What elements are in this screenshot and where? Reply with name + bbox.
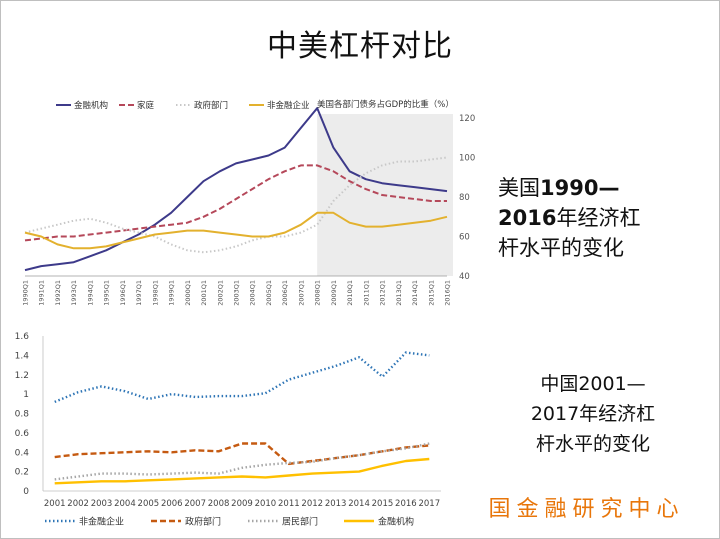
cn-x-tick-label: 2010 bbox=[255, 499, 277, 509]
us-legend-label: 家庭 bbox=[137, 100, 155, 111]
cn-x-tick-label: 2003 bbox=[91, 499, 113, 509]
us-legend-label: 非金融企业 bbox=[267, 100, 310, 111]
cn-series-2-line bbox=[54, 442, 430, 481]
cn-x-tick-label: 2016 bbox=[395, 499, 417, 509]
us-x-tick-label: 2016Q1 bbox=[444, 280, 452, 306]
us-x-tick-label: 2006Q1 bbox=[281, 280, 289, 306]
cn-x-tick-label: 2014 bbox=[348, 499, 370, 509]
cn-legend-label: 金融机构 bbox=[378, 516, 414, 528]
cn-caption-line3: 杆水平的变化 bbox=[535, 433, 650, 455]
us-y-tick-label: 100 bbox=[459, 154, 475, 164]
cn-y-tick-label: 1 bbox=[23, 390, 29, 400]
cn-legend-label: 居民部门 bbox=[282, 516, 318, 528]
cn-x-tick-label: 2005 bbox=[138, 499, 160, 509]
cn-x-tick-label: 2013 bbox=[325, 499, 347, 509]
us-series-1-line bbox=[24, 164, 447, 242]
us-x-tick-label: 1998Q1 bbox=[151, 280, 159, 306]
us-x-tick-label: 2001Q1 bbox=[200, 280, 208, 306]
cn-x-tick-label: 2004 bbox=[114, 499, 136, 509]
us-x-tick-label: 2005Q1 bbox=[265, 280, 273, 306]
cn-x-tick-label: 2006 bbox=[161, 499, 183, 509]
us-x-tick-label: 2010Q1 bbox=[346, 280, 354, 306]
us-x-tick-label: 1991Q1 bbox=[38, 280, 46, 306]
us-x-tick-label: 2000Q1 bbox=[184, 280, 192, 306]
us-caption-line1a: 美国 bbox=[498, 176, 540, 200]
us-caption-line1b: 1990— bbox=[540, 176, 620, 200]
us-x-tick-label: 1993Q1 bbox=[70, 280, 78, 306]
cn-x-tick-label: 2008 bbox=[208, 499, 230, 509]
slide-title: 中美杠杆对比 bbox=[267, 29, 453, 64]
us-x-tick-label: 2002Q1 bbox=[216, 280, 224, 306]
us-x-tick-label: 2015Q1 bbox=[427, 280, 435, 306]
cn-x-tick-label: 2017 bbox=[418, 499, 440, 509]
cn-y-tick-label: 0.8 bbox=[15, 410, 30, 420]
cn-y-tick-label: 1.6 bbox=[15, 332, 30, 342]
cn-series-0-line bbox=[54, 351, 430, 404]
cn-x-tick-label: 2012 bbox=[301, 499, 323, 509]
us-x-tick-label: 1999Q1 bbox=[168, 280, 176, 306]
cn-caption: 中国2001— 2017年经济杠 杆水平的变化 bbox=[508, 369, 678, 459]
us-x-tick-label: 2009Q1 bbox=[330, 280, 338, 306]
research-center-logo: 国金融研究中心 bbox=[488, 497, 685, 522]
us-series-0-line bbox=[24, 107, 448, 272]
us-series-2-line bbox=[24, 156, 448, 254]
us-x-tick-label: 2013Q1 bbox=[395, 280, 403, 306]
cn-x-tick-label: 2011 bbox=[278, 499, 300, 509]
us-debt-chart: 40 60 80 100 120 1990Q1 1991Q1 1992Q1 1993Q1 1994… bbox=[22, 99, 476, 306]
us-caption-line3: 杆水平的变化 bbox=[498, 236, 624, 260]
cn-y-tick-label: 0.2 bbox=[15, 468, 29, 478]
us-y-tick-label: 40 bbox=[459, 272, 470, 282]
cn-y-tick-label: 0 bbox=[23, 487, 29, 497]
us-x-tick-label: 1996Q1 bbox=[119, 280, 127, 306]
cn-series-3-line bbox=[54, 457, 430, 485]
us-caption: 美国1990— 2016年经济杠 杆水平的变化 bbox=[498, 173, 640, 263]
us-x-tick-label: 2011Q1 bbox=[362, 280, 370, 306]
us-legend-label: 金融机构 bbox=[74, 100, 108, 111]
us-x-tick-label: 1994Q1 bbox=[86, 280, 94, 306]
us-x-tick-label: 1992Q1 bbox=[54, 280, 62, 306]
cn-x-tick-label: 2001 bbox=[44, 499, 66, 509]
cn-y-tick-label: 0.6 bbox=[15, 429, 30, 439]
cn-legend-label: 非金融企业 bbox=[79, 516, 124, 528]
us-y-tick-label: 60 bbox=[459, 233, 470, 243]
cn-legend-label: 政府部门 bbox=[185, 516, 221, 528]
cn-x-tick-label: 2002 bbox=[67, 499, 89, 509]
us-series-3-line bbox=[24, 211, 448, 250]
us-legend-label: 政府部门 bbox=[194, 100, 228, 111]
cn-x-tick-label: 2015 bbox=[372, 499, 394, 509]
cn-caption-line1: 中国2001— bbox=[540, 373, 646, 395]
cn-x-tick-label: 2009 bbox=[231, 499, 253, 509]
us-caption-line2a: 2016 bbox=[498, 206, 557, 230]
cn-y-tick-label: 0.4 bbox=[15, 448, 30, 458]
us-chart-title: 美国各部门债务占GDP的比重（%） bbox=[317, 99, 454, 110]
us-x-tick-label: 2012Q1 bbox=[379, 280, 387, 306]
us-x-tick-label: 1997Q1 bbox=[135, 280, 143, 306]
us-caption-line2b: 年经济杠 bbox=[556, 206, 641, 230]
us-x-tick-label: 1990Q1 bbox=[22, 280, 30, 306]
us-y-tick-label: 80 bbox=[459, 193, 470, 203]
cn-caption-line2: 2017年经济杠 bbox=[530, 403, 656, 425]
cn-y-tick-label: 1.2 bbox=[15, 371, 29, 381]
us-y-tick-label: 120 bbox=[459, 114, 475, 124]
us-x-tick-label: 2003Q1 bbox=[233, 280, 241, 306]
us-x-tick-label: 2008Q1 bbox=[314, 280, 322, 306]
us-x-tick-label: 1995Q1 bbox=[103, 280, 111, 306]
cn-y-tick-label: 1.4 bbox=[15, 351, 30, 361]
cn-x-tick-label: 2007 bbox=[184, 499, 206, 509]
us-x-tick-label: 2007Q1 bbox=[297, 280, 305, 306]
us-x-tick-label: 2004Q1 bbox=[249, 280, 257, 306]
us-x-tick-label: 2014Q1 bbox=[411, 280, 419, 306]
